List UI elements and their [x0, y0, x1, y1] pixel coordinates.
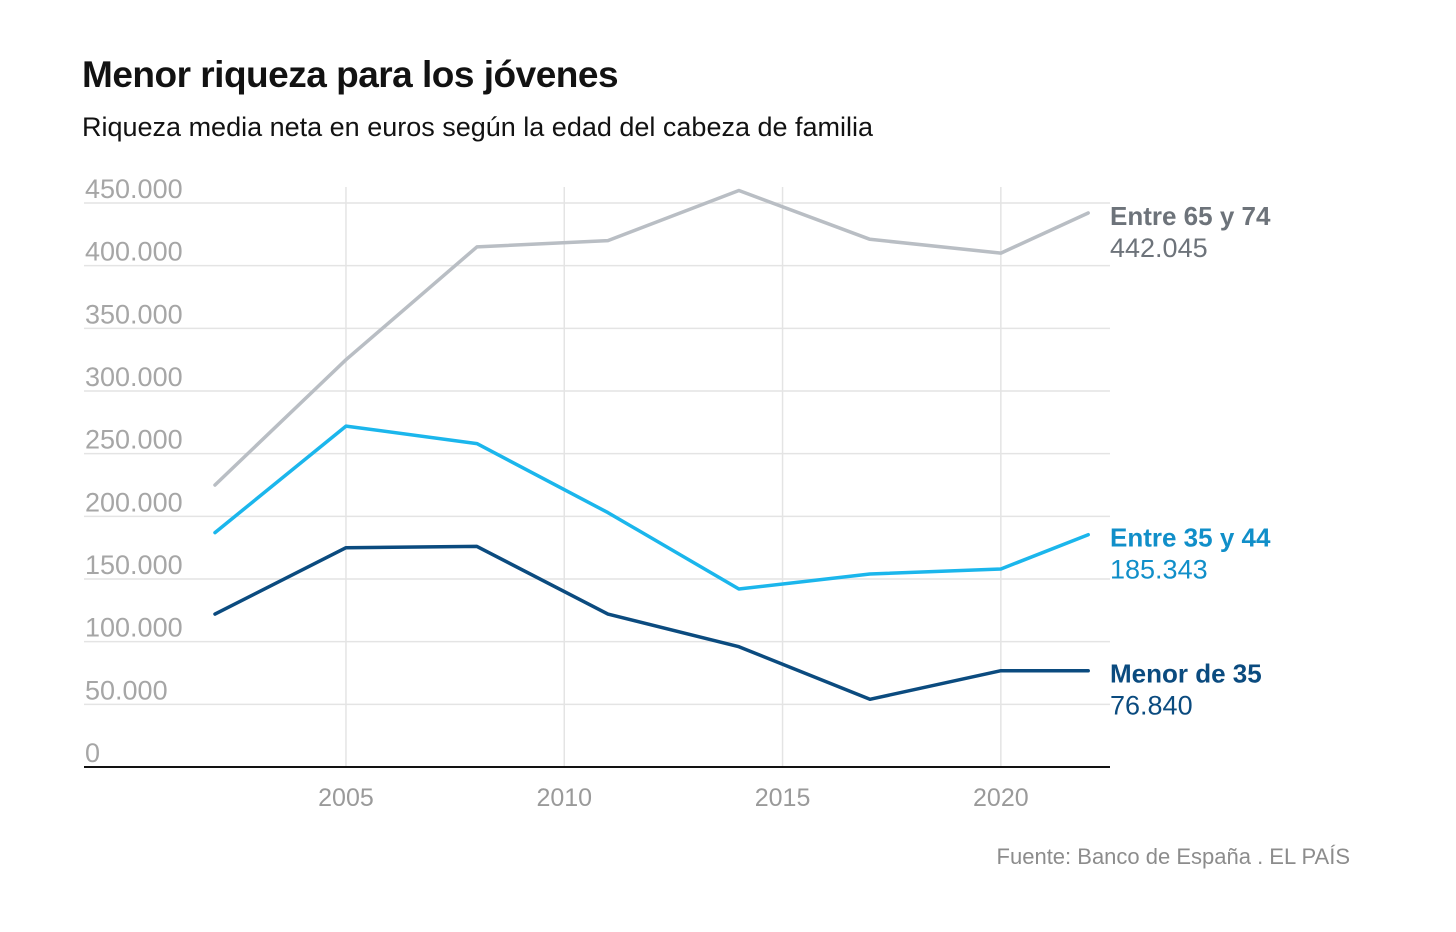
x-tick-label: 2005 — [318, 784, 374, 812]
y-tick-label: 450.000 — [85, 174, 183, 204]
y-gridlines — [84, 202, 1110, 706]
series-value-label: 76.840 — [1110, 691, 1193, 721]
y-tick-label: 100.000 — [85, 613, 183, 643]
y-tick-label: 300.000 — [85, 362, 183, 392]
y-tick-label: 350.000 — [85, 299, 183, 329]
y-tick-label: 150.000 — [85, 550, 183, 580]
y-tick-label: 400.000 — [85, 237, 183, 267]
x-tick-label: 2010 — [536, 784, 592, 812]
series-value-label: 442.045 — [1110, 233, 1208, 263]
series-name-label: Entre 65 y 74 — [1110, 201, 1271, 231]
x-tick-labels: 2005 2010 2015 2020 — [318, 784, 1029, 812]
source-note: Fuente: Banco de España . EL PAÍS — [996, 844, 1350, 869]
series-line-3 — [213, 544, 1090, 702]
chart-subtitle: Riqueza media neta en euros según la eda… — [82, 112, 874, 142]
series-lines — [213, 188, 1090, 702]
x-tick-label: 2020 — [973, 784, 1029, 812]
y-tick-label: 250.000 — [85, 425, 183, 455]
chart-title: Menor riqueza para los jóvenes — [82, 54, 619, 95]
x-tick-label: 2015 — [755, 784, 811, 812]
series-name-label: Menor de 35 — [1110, 659, 1262, 689]
y-tick-label: 50.000 — [85, 675, 168, 705]
y-tick-label: 200.000 — [85, 487, 183, 517]
y-tick-labels: 0 50.000 100.000 150.000 200.000 250.000 300.0… — [85, 174, 183, 768]
series-line-1 — [213, 188, 1090, 487]
series-value-label: 185.343 — [1110, 555, 1208, 585]
series-line-2 — [213, 424, 1090, 591]
y-tick-label: 0 — [85, 738, 100, 768]
series-name-label: Entre 35 y 44 — [1110, 523, 1271, 553]
